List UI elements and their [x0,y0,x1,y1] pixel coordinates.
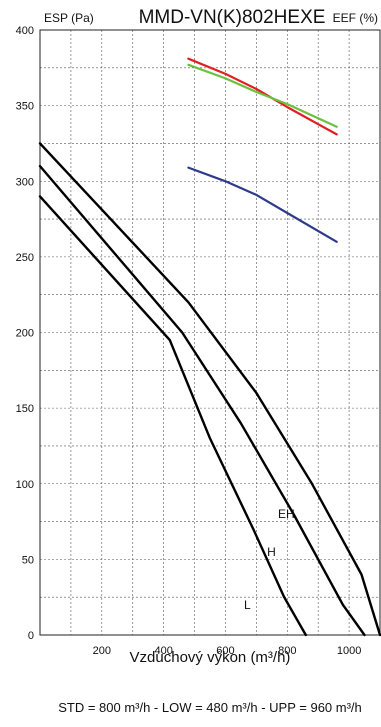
series-line-h [38,164,366,637]
x-tick-label: 200 [93,645,111,657]
x-tick-label: 1000 [337,645,361,657]
y-tick-label: 100 [16,479,34,491]
curve-label-eh: EH [278,507,295,521]
curve-label-h: H [267,545,276,559]
x-tick-label: 600 [216,645,234,657]
plot-frame [39,29,381,636]
y-ticks: 0 50 100 150 200 250 300 350 400 [16,25,34,642]
series-group [38,57,381,637]
y-tick-label: 400 [16,25,34,37]
footnote: STD = 800 m³/h - LOW = 480 m³/h - UPP = … [58,700,362,715]
curve-labels: EH H L [244,507,295,612]
x-tick-label: 800 [278,645,296,657]
x-ticks: 200 400 600 800 1000 [93,645,362,657]
y-tick-label: 250 [16,252,34,264]
y-tick-label: 200 [16,328,34,340]
y-axis-left-label: ESP (Pa) [44,11,94,25]
y-tick-label: 150 [16,403,34,415]
series-line-l [38,195,307,637]
y-axis-right-label: EEF (%) [333,11,378,25]
series-line-eef-3 [187,57,338,136]
chart-title: MMD-VN(K)802HEXE [139,7,326,28]
y-tick-label: 300 [16,176,34,188]
x-tick-label: 400 [154,645,172,657]
series-line-eef-4 [187,63,338,128]
series-line-eef-5 [187,166,338,243]
x-axis-label: Vzduchový výkon (m³/h) [130,649,291,666]
series-line-eh [38,142,381,637]
y-tick-label: 0 [28,630,34,642]
y-tick-label: 50 [22,554,34,566]
y-tick-label: 350 [16,101,34,113]
curve-label-l: L [244,598,251,612]
